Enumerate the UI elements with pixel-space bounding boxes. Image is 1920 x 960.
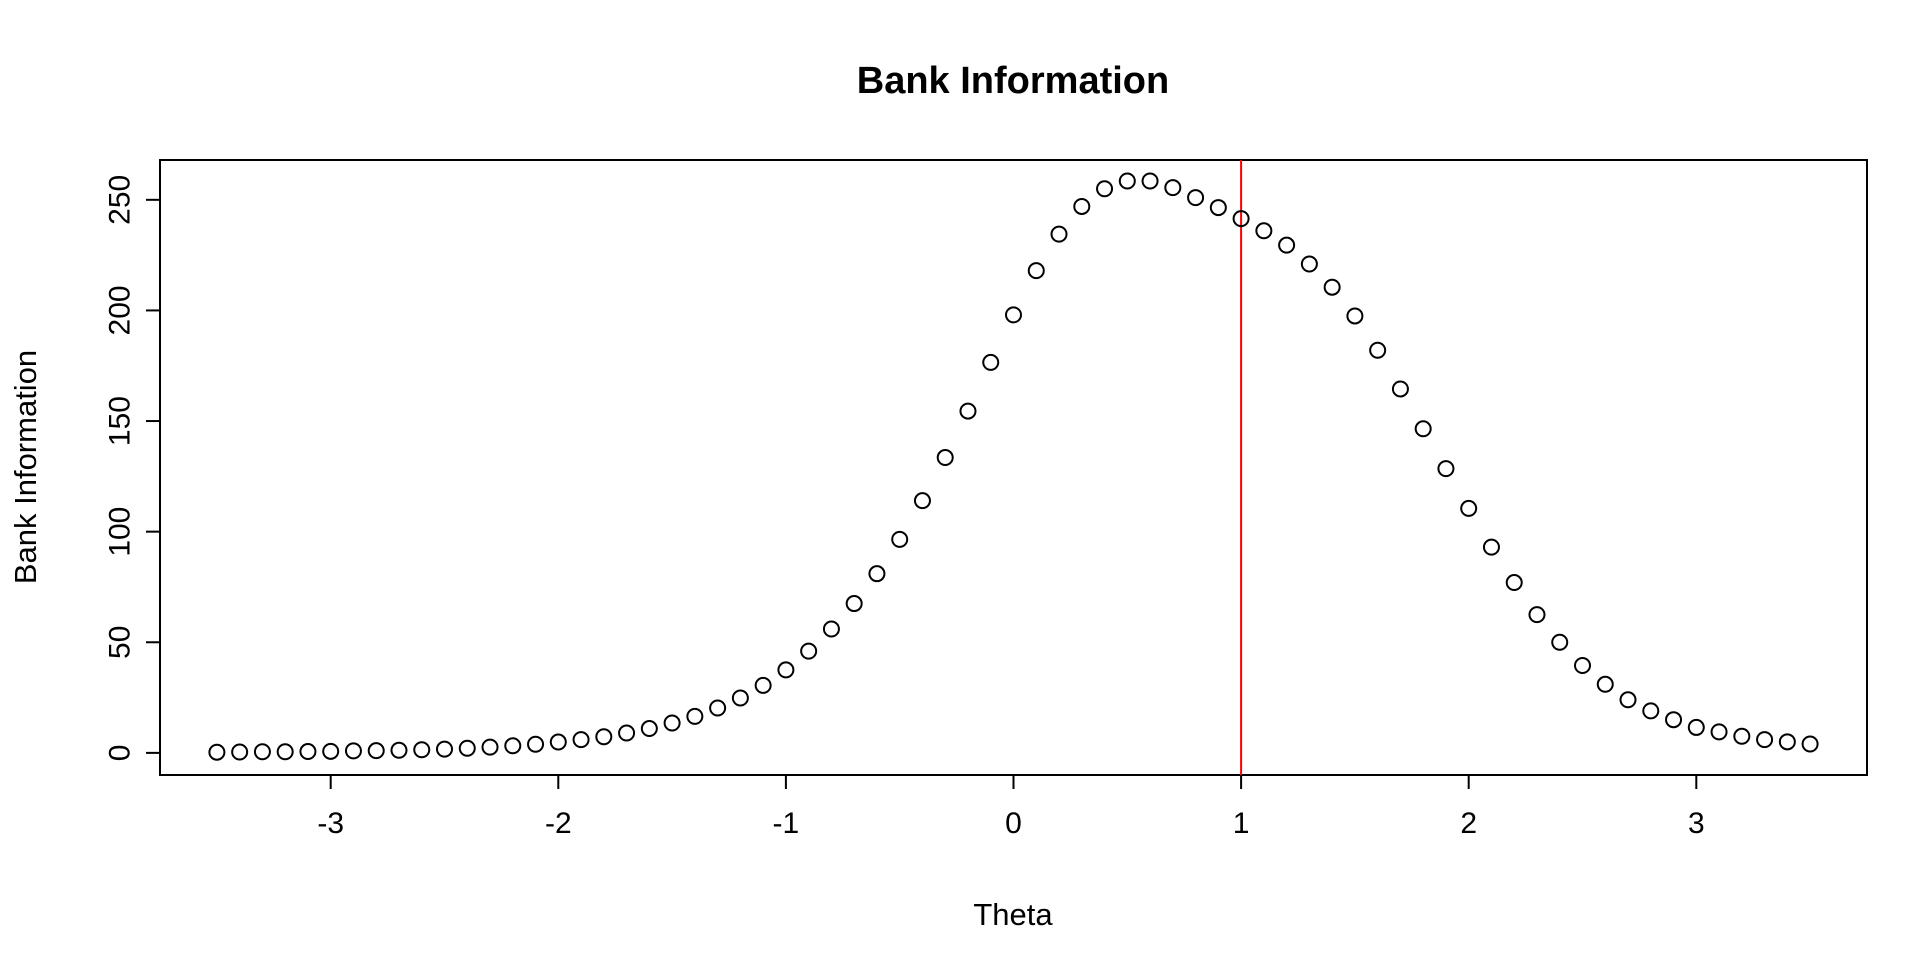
data-point [1300, 255, 1318, 273]
data-point [1391, 380, 1409, 398]
data-point [390, 741, 408, 759]
data-point [913, 492, 931, 510]
data-point [754, 676, 772, 694]
data-point [845, 595, 863, 613]
data-point [1665, 711, 1683, 729]
data-point [731, 689, 749, 707]
y-axis: 0 50 100 150 200 250 [104, 175, 161, 761]
data-point [891, 530, 909, 548]
data-point [1460, 499, 1478, 517]
data-point [640, 720, 658, 738]
data-point [504, 737, 522, 755]
data-point [709, 699, 727, 717]
data-point [458, 739, 476, 757]
data-point [982, 353, 1000, 371]
data-point [1482, 538, 1500, 556]
x-tick-label: -1 [773, 807, 800, 840]
data-point [1505, 574, 1523, 592]
data-point [1232, 210, 1250, 228]
data-point [959, 402, 977, 420]
data-point [1642, 702, 1660, 720]
x-tick-label: 1 [1233, 807, 1250, 840]
data-point [1050, 225, 1068, 243]
data-point [1164, 179, 1182, 197]
data-point [1005, 306, 1022, 324]
data-point [527, 735, 545, 753]
data-point [1756, 731, 1774, 749]
data-point [868, 565, 886, 583]
data-point [481, 738, 499, 756]
data-point [1687, 718, 1705, 736]
data-point [1437, 460, 1455, 478]
x-tick-label: -3 [317, 807, 344, 840]
y-tick-label: 200 [104, 285, 137, 335]
chart-title: Bank Information [857, 60, 1169, 102]
data-point [618, 724, 636, 742]
data-point [1710, 723, 1728, 741]
data-point [572, 731, 590, 749]
x-tick-label: 0 [1005, 807, 1022, 840]
data-point [1027, 262, 1045, 280]
data-point [299, 743, 317, 761]
x-tick-label: 2 [1460, 807, 1477, 840]
data-point [595, 728, 613, 746]
y-tick-label: 50 [104, 626, 137, 659]
data-point [1346, 307, 1364, 325]
data-point [1528, 606, 1546, 624]
data-point [1118, 172, 1136, 190]
data-point [1596, 675, 1614, 693]
data-point [1278, 236, 1296, 254]
data-point [686, 707, 704, 725]
data-point [1369, 341, 1387, 359]
data-point [322, 742, 340, 760]
data-point [231, 743, 249, 761]
data-point [436, 740, 453, 758]
data-point [549, 733, 567, 751]
data-point [1414, 420, 1432, 438]
data-point [344, 742, 362, 760]
data-point [1073, 197, 1091, 215]
data-point [1551, 633, 1569, 651]
y-tick-label: 150 [104, 396, 137, 446]
data-point [1096, 180, 1114, 198]
data-point [208, 743, 226, 761]
data-point [800, 642, 818, 660]
y-tick-label: 100 [104, 507, 137, 557]
x-axis-label: Theta [973, 897, 1053, 932]
data-point [1574, 656, 1591, 674]
data-point [1323, 278, 1341, 296]
data-point [822, 620, 840, 638]
data-point [413, 741, 431, 759]
data-point [1778, 733, 1796, 751]
data-point [1619, 691, 1637, 709]
x-tick-label: 3 [1688, 807, 1705, 840]
x-tick-label: -2 [545, 807, 572, 840]
y-tick-label: 250 [104, 175, 137, 225]
x-axis: -3 -2 -1 0 1 2 3 [317, 774, 1705, 840]
data-point [276, 743, 294, 761]
data-points [208, 172, 1819, 761]
data-point [1255, 222, 1273, 240]
y-axis-label: Bank Information [8, 350, 43, 584]
data-point [253, 743, 271, 761]
data-point [367, 742, 385, 760]
y-tick-label: 0 [104, 745, 137, 762]
data-point [1209, 199, 1227, 217]
data-point [1801, 735, 1819, 753]
data-point [777, 661, 795, 679]
plot-frame [159, 159, 1868, 776]
data-point [1141, 172, 1159, 190]
data-point [936, 449, 954, 467]
data-point [1733, 727, 1751, 745]
data-point [1187, 189, 1205, 207]
data-point [663, 714, 681, 732]
